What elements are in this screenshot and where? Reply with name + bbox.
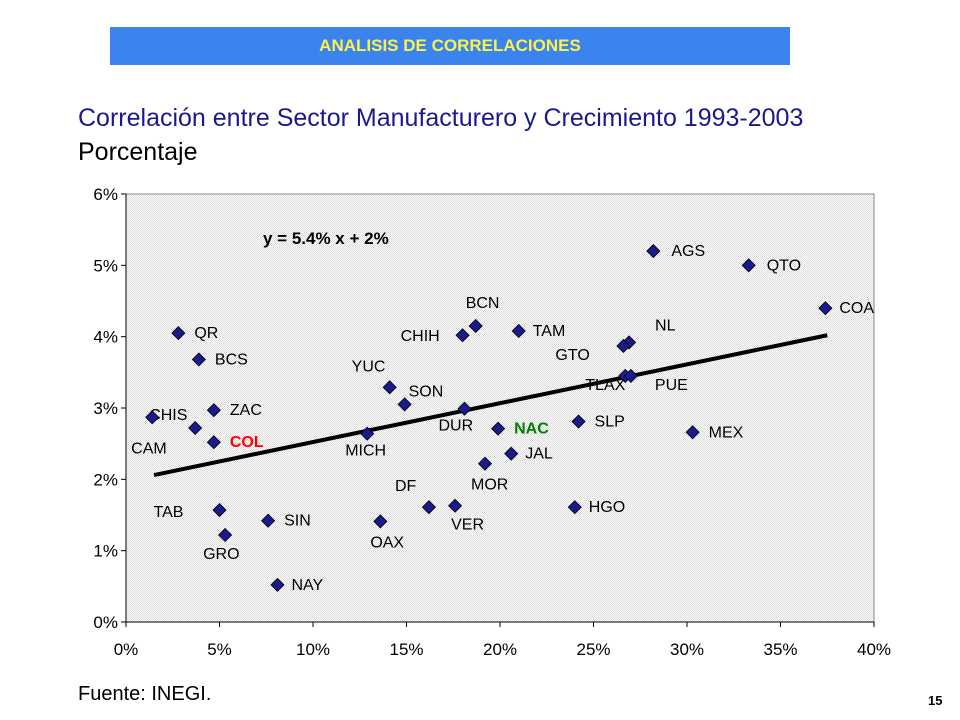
point-label-tam: TAM (533, 323, 566, 340)
point-label-gto: GTO (555, 347, 589, 364)
y-tick-label: 0% (93, 613, 118, 632)
page-number: 15 (928, 693, 943, 708)
point-label-cam: CAM (131, 440, 167, 457)
point-label-col: COL (230, 434, 264, 451)
point-bcn (468, 318, 483, 334)
point-label-nl: NL (655, 317, 676, 334)
point-qto (741, 258, 756, 273)
point-label-gro: GRO (203, 546, 239, 563)
point-jal (504, 446, 519, 461)
trendline-equation: y = 5.4% x + 2% (263, 229, 389, 248)
point-label-sin: SIN (284, 513, 311, 530)
point-chih (455, 328, 470, 343)
x-tick-label: 35% (763, 640, 797, 659)
y-tick-label: 1% (93, 542, 118, 561)
point-zac (206, 403, 221, 418)
point-sin (261, 513, 276, 528)
point-hgo (567, 500, 582, 515)
point-label-tab: TAB (154, 504, 184, 521)
point-tab (212, 502, 227, 518)
point-mich (360, 426, 375, 441)
point-label-nay: NAY (291, 577, 323, 594)
point-label-mor: MOR (471, 477, 508, 494)
point-df (421, 500, 437, 515)
chart-title: Correlación entre Sector Manufacturero y… (78, 104, 804, 132)
point-label-dur: DUR (438, 418, 473, 435)
x-tick-label: 30% (670, 640, 704, 659)
point-mor (477, 456, 493, 471)
point-col (206, 435, 221, 450)
point-label-qr: QR (194, 325, 218, 342)
point-label-ver: VER (451, 517, 484, 534)
point-label-chis: CHIS (149, 407, 187, 424)
point-label-zac: ZAC (230, 402, 262, 419)
y-tick-label: 5% (93, 256, 118, 275)
point-yuc (382, 380, 397, 395)
y-tick-label: 3% (93, 399, 118, 418)
x-tick-label: 0% (114, 640, 139, 659)
point-bcs (191, 352, 206, 367)
point-coa (818, 301, 833, 316)
point-cam (145, 410, 160, 425)
trendline (153, 333, 828, 478)
x-tick-label: 15% (389, 640, 423, 659)
point-label-bcn: BCN (466, 295, 500, 312)
point-label-jal: JAL (525, 446, 553, 463)
point-nay (270, 577, 285, 592)
point-label-yuc: YUC (352, 358, 386, 375)
point-dur (457, 401, 472, 416)
point-label-mich: MICH (345, 443, 386, 460)
point-label-ags: AGS (671, 243, 705, 260)
point-label-hgo: HGO (589, 499, 625, 516)
x-tick-label: 5% (207, 640, 232, 659)
point-son (397, 397, 412, 412)
point-mex (685, 425, 700, 440)
point-nac (491, 421, 506, 436)
point-qr (171, 326, 186, 341)
point-label-mex: MEX (709, 424, 744, 441)
banner-text: ANALISIS DE CORRELACIONES (319, 36, 581, 55)
point-tam (511, 323, 526, 339)
point-label-nac: NAC (514, 421, 549, 438)
point-ver (448, 498, 463, 513)
y-tick-label: 4% (93, 328, 118, 347)
point-slp (571, 414, 586, 429)
point-label-chih: CHIH (401, 328, 440, 345)
point-label-oax: OAX (370, 534, 404, 551)
y-tick-label: 2% (93, 470, 118, 489)
source-note: Fuente: INEGI. (78, 683, 212, 705)
x-tick-label: 20% (483, 640, 517, 659)
point-label-df: DF (395, 478, 417, 495)
point-label-tlax: TLAX (585, 377, 625, 394)
point-gto (616, 338, 631, 354)
point-label-qto: QTO (767, 257, 801, 274)
x-tick-label: 10% (296, 640, 330, 659)
point-gro (218, 527, 233, 543)
point-label-son: SON (409, 383, 444, 400)
point-chis (188, 420, 203, 436)
section-banner: ANALISIS DE CORRELACIONES (110, 27, 790, 65)
point-label-slp: SLP (595, 414, 625, 431)
point-pue (623, 368, 638, 383)
point-ags (646, 244, 661, 259)
point-label-bcs: BCS (215, 351, 248, 368)
chart-subtitle: Porcentaje (78, 138, 198, 166)
point-oax (373, 514, 388, 529)
x-tick-label: 25% (576, 640, 610, 659)
point-label-pue: PUE (655, 377, 688, 394)
x-tick-label: 40% (857, 640, 891, 659)
y-tick-label: 6% (93, 185, 118, 204)
point-label-coa: COA (839, 300, 874, 317)
